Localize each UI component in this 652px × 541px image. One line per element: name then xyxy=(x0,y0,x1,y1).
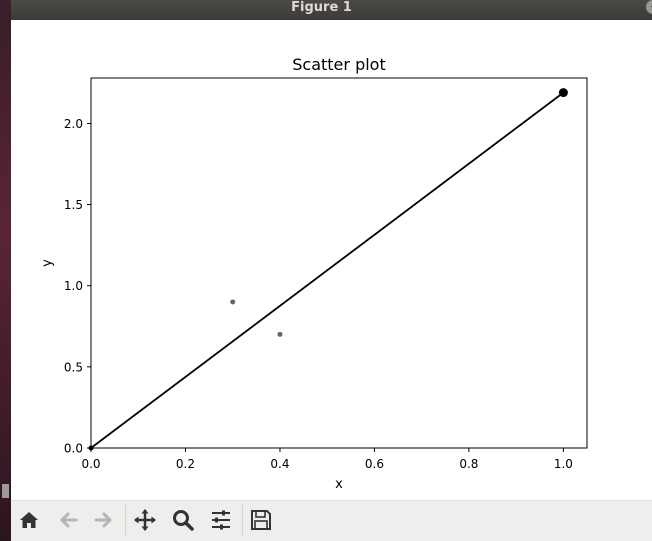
y-axis-label: y xyxy=(40,259,55,267)
back-button[interactable] xyxy=(53,507,83,533)
y-tick-label: 1.0 xyxy=(64,279,83,293)
home-button[interactable] xyxy=(14,507,44,533)
scatter-point xyxy=(230,299,236,305)
y-tick-label: 0.0 xyxy=(64,442,83,456)
desktop-background xyxy=(0,20,11,541)
fit-line xyxy=(90,91,564,449)
x-tick-label: 0.4 xyxy=(270,457,289,471)
x-axis-label: x xyxy=(335,477,343,492)
titlebar[interactable]: Figure 1 – □ × xyxy=(11,0,652,20)
chart-title: Scatter plot xyxy=(292,55,385,74)
figure-window: Figure 1 – □ × Scatter plot 0.0 0.2 0.4 0.6… xyxy=(11,0,652,541)
zoom-button[interactable] xyxy=(168,507,198,533)
window-title: Figure 1 xyxy=(291,0,352,15)
desktop-edge-element xyxy=(2,484,9,498)
save-button[interactable] xyxy=(246,507,276,533)
x-tick-label: 0.2 xyxy=(176,457,195,471)
scatter-point xyxy=(277,331,283,337)
scatter-chart: Scatter plot 0.0 0.2 0.4 0.6 0.8 1.0 0.0 0.5 1.… xyxy=(40,55,588,492)
configure-subplots-button[interactable] xyxy=(206,507,236,533)
y-tick-label: 2.0 xyxy=(64,117,83,131)
x-axis-ticks: 0.0 0.2 0.4 0.6 0.8 1.0 xyxy=(81,448,573,471)
y-axis-ticks: 0.0 0.5 1.0 1.5 2.0 xyxy=(64,117,91,456)
minimize-button[interactable]: – xyxy=(646,0,652,14)
x-tick-label: 0.6 xyxy=(365,457,384,471)
x-tick-label: 0.8 xyxy=(459,457,478,471)
x-tick-label: 0.0 xyxy=(81,457,100,471)
configure-subplots-icon xyxy=(212,510,230,530)
x-tick-label: 1.0 xyxy=(554,457,573,471)
scatter-point xyxy=(558,88,568,98)
toolbar-separator xyxy=(242,505,243,537)
data-series xyxy=(88,88,568,451)
figure-canvas[interactable]: Scatter plot 0.0 0.2 0.4 0.6 0.8 1.0 0.0 0.5 1.… xyxy=(11,20,652,500)
scatter-point xyxy=(88,445,94,451)
y-tick-label: 0.5 xyxy=(64,360,83,374)
forward-arrow-icon xyxy=(94,512,112,528)
zoom-icon xyxy=(173,510,194,531)
pan-button[interactable] xyxy=(130,507,160,533)
navigation-toolbar xyxy=(11,500,652,541)
save-icon xyxy=(251,510,271,530)
back-arrow-icon xyxy=(60,512,78,528)
home-icon xyxy=(20,512,38,528)
forward-button[interactable] xyxy=(89,507,119,533)
y-tick-label: 1.5 xyxy=(64,198,83,212)
pan-icon xyxy=(134,509,156,531)
toolbar-separator xyxy=(125,505,126,537)
